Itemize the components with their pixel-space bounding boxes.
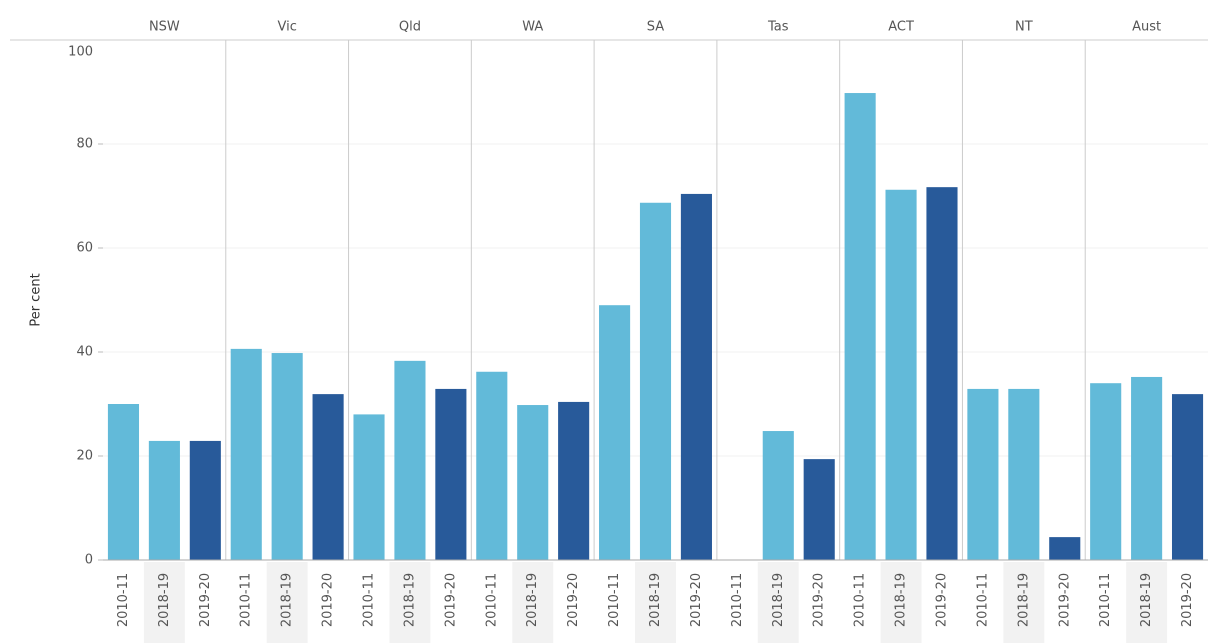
group-label: NSW: [149, 20, 180, 35]
bar: [353, 414, 385, 560]
bar: [1131, 376, 1163, 560]
label-band: [389, 562, 431, 643]
bar: [271, 353, 303, 560]
group-label: Vic: [277, 20, 296, 35]
x-tick-label: 2010-11: [484, 573, 499, 627]
bar: [189, 440, 221, 560]
bar: [967, 388, 999, 560]
bar: [1008, 388, 1040, 560]
group-label: Tas: [767, 20, 789, 35]
group-label: NT: [1015, 20, 1033, 35]
bar: [476, 371, 508, 560]
y-tick-label: 100: [68, 45, 93, 60]
label-band: [512, 562, 554, 643]
label-band: [266, 562, 308, 643]
x-tick-label: 2018-19: [280, 573, 295, 627]
bar: [1090, 383, 1122, 560]
x-tick-label: 2018-19: [894, 573, 909, 627]
label-band: [635, 562, 676, 643]
bar: [762, 431, 794, 560]
bar: [844, 93, 876, 560]
group-label: ACT: [888, 20, 914, 35]
y-tick-label: 80: [76, 137, 93, 152]
x-tick-label: 2018-19: [402, 573, 417, 627]
x-tick-label: 2019-20: [1057, 573, 1072, 627]
bar: [926, 187, 958, 560]
bar: [107, 404, 140, 560]
x-tick-label: 2010-11: [975, 573, 990, 627]
group-label: Aust: [1132, 20, 1161, 35]
x-tick-label: 2010-11: [730, 573, 745, 627]
bar: [230, 348, 262, 560]
x-tick-label: 2019-20: [566, 573, 581, 627]
bar: [599, 305, 631, 560]
x-tick-label: 2010-11: [607, 573, 622, 627]
bar: [148, 440, 180, 560]
x-tick-label: 2019-20: [321, 573, 336, 627]
label-band: [1126, 562, 1168, 643]
x-tick-label: 2019-20: [198, 573, 213, 627]
x-tick-label: 2018-19: [648, 573, 663, 627]
x-tick-label: 2019-20: [812, 573, 827, 627]
y-tick-label: 40: [76, 345, 93, 360]
label-band: [1003, 562, 1045, 643]
x-tick-label: 2010-11: [362, 573, 377, 627]
bar: [803, 459, 835, 560]
x-tick-label: 2019-20: [443, 573, 458, 627]
x-tick-label: 2010-11: [116, 573, 131, 627]
x-tick-label: 2018-19: [525, 573, 540, 627]
x-tick-label: 2018-19: [1139, 573, 1154, 627]
x-tick-label: 2010-11: [853, 573, 868, 627]
bar: [394, 360, 426, 560]
y-tick-label: 20: [76, 449, 93, 464]
x-tick-label: 2010-11: [1098, 573, 1113, 627]
y-tick-label: 0: [85, 553, 93, 568]
bar: [680, 193, 712, 561]
x-tick-label: 2018-19: [157, 573, 172, 627]
bar: [435, 388, 467, 560]
group-label: SA: [647, 20, 664, 35]
x-tick-label: 2019-20: [934, 573, 949, 627]
bar: [1049, 537, 1081, 560]
label-band: [757, 562, 799, 643]
label-band: [143, 562, 185, 643]
x-tick-label: 2010-11: [239, 573, 254, 627]
x-tick-label: 2019-20: [1180, 573, 1195, 627]
bar: [1171, 394, 1204, 560]
bar: [517, 405, 549, 560]
bar: [312, 394, 344, 560]
y-tick-label: 60: [76, 241, 93, 256]
bar: [558, 401, 590, 560]
bar: [639, 202, 672, 560]
x-tick-label: 2018-19: [771, 573, 786, 627]
y-axis-label: Per cent: [29, 273, 44, 326]
x-tick-label: 2019-20: [689, 573, 704, 627]
bar: [885, 189, 917, 560]
group-label: WA: [522, 20, 543, 35]
x-tick-label: 2018-19: [1016, 573, 1031, 627]
label-band: [880, 562, 922, 643]
group-label: Qld: [399, 20, 421, 35]
